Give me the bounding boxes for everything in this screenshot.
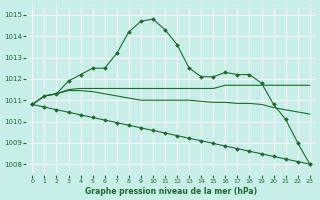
X-axis label: Graphe pression niveau de la mer (hPa): Graphe pression niveau de la mer (hPa) [85,187,257,196]
